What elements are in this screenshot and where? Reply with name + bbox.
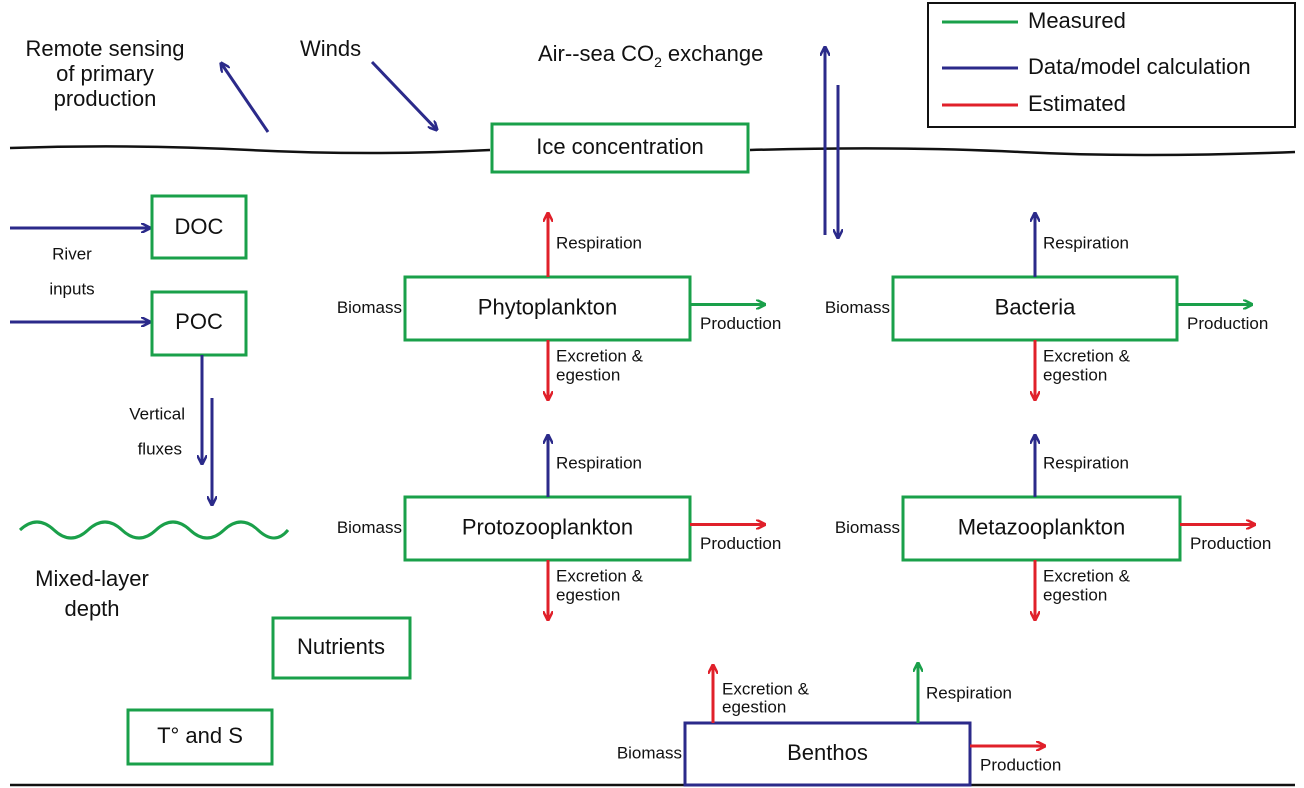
label: Production xyxy=(700,314,781,333)
box xyxy=(271,616,412,680)
box-label: Nutrients xyxy=(297,634,385,659)
compartments: Phytoplankton Biomass Production Respiratio… xyxy=(337,213,1271,787)
legend-label: Measured xyxy=(1028,8,1126,33)
label: egestion xyxy=(722,697,786,716)
subscript: 2 xyxy=(654,54,662,70)
label: Production xyxy=(1190,534,1271,553)
label: Remote sensing xyxy=(26,36,185,61)
box xyxy=(150,194,248,260)
label: Respiration xyxy=(1043,453,1129,472)
label: of primary xyxy=(56,61,154,86)
label: Biomass xyxy=(835,518,900,537)
label: Vertical xyxy=(129,404,185,423)
label: Biomass xyxy=(825,298,890,317)
box xyxy=(126,708,274,766)
box-label: Ice concentration xyxy=(536,134,704,159)
arrow xyxy=(221,63,270,133)
label: Production xyxy=(980,755,1061,774)
box-label: POC xyxy=(175,309,223,334)
label: Winds xyxy=(300,36,361,61)
label: Excretion & xyxy=(1043,346,1131,365)
label: Production xyxy=(700,534,781,553)
box-label: Bacteria xyxy=(995,294,1076,319)
label: egestion xyxy=(556,365,620,384)
label: depth xyxy=(64,596,119,621)
box-label: T° and S xyxy=(157,723,243,748)
box-label: Metazooplankton xyxy=(958,514,1126,539)
label: Air--sea CO2 exchange xyxy=(538,41,763,70)
box-label: Phytoplankton xyxy=(478,294,617,319)
arrow xyxy=(370,60,437,130)
box xyxy=(403,275,692,342)
label: Respiration xyxy=(1043,233,1129,252)
label: Biomass xyxy=(337,298,402,317)
label: egestion xyxy=(1043,585,1107,604)
label: Excretion & xyxy=(556,566,644,585)
label: production xyxy=(54,86,157,111)
label: Excretion & xyxy=(1043,566,1131,585)
label: inputs xyxy=(49,279,94,298)
legend-label: Data/model calculation xyxy=(1028,54,1251,79)
box xyxy=(150,290,248,357)
box xyxy=(403,495,692,562)
label: Excretion & xyxy=(556,346,644,365)
mixed-layer-wave xyxy=(18,520,290,540)
box-label: Benthos xyxy=(787,740,868,765)
label: Biomass xyxy=(617,743,682,762)
box-label: DOC xyxy=(175,214,224,239)
label: Biomass xyxy=(337,518,402,537)
box xyxy=(891,275,1179,342)
label: egestion xyxy=(556,585,620,604)
box xyxy=(901,495,1182,562)
label: River xyxy=(52,244,92,263)
box xyxy=(683,721,972,787)
label: Excretion & xyxy=(722,679,810,698)
box-label: Protozooplankton xyxy=(462,514,633,539)
label: Respiration xyxy=(926,683,1012,702)
legend-label: Estimated xyxy=(1028,91,1126,116)
label-part: exchange xyxy=(668,41,763,66)
label: egestion xyxy=(1043,365,1107,384)
label: Mixed-layer xyxy=(35,566,149,591)
label: fluxes xyxy=(138,439,182,458)
label: Respiration xyxy=(556,453,642,472)
label: Respiration xyxy=(556,233,642,252)
label: Production xyxy=(1187,314,1268,333)
label-part: Air--sea CO xyxy=(538,41,654,66)
box xyxy=(490,122,750,174)
sea-surface xyxy=(9,145,1296,157)
